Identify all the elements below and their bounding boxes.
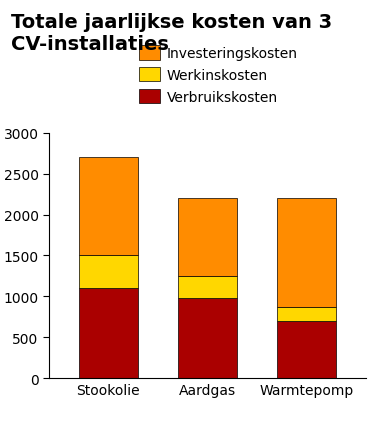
Text: Totale jaarlijkse kosten van 3 CV-installaties: Totale jaarlijkse kosten van 3 CV-instal… — [11, 13, 333, 54]
Bar — [79, 158, 138, 256]
Bar — [178, 299, 237, 378]
Bar — [178, 199, 237, 276]
Bar — [79, 256, 138, 289]
Bar — [277, 307, 336, 321]
Bar — [277, 321, 336, 378]
Legend: Investeringskosten, Werkinskosten, Verbruikskosten: Investeringskosten, Werkinskosten, Verbr… — [139, 46, 298, 104]
Bar — [79, 289, 138, 378]
Bar — [277, 199, 336, 307]
Bar — [178, 276, 237, 299]
